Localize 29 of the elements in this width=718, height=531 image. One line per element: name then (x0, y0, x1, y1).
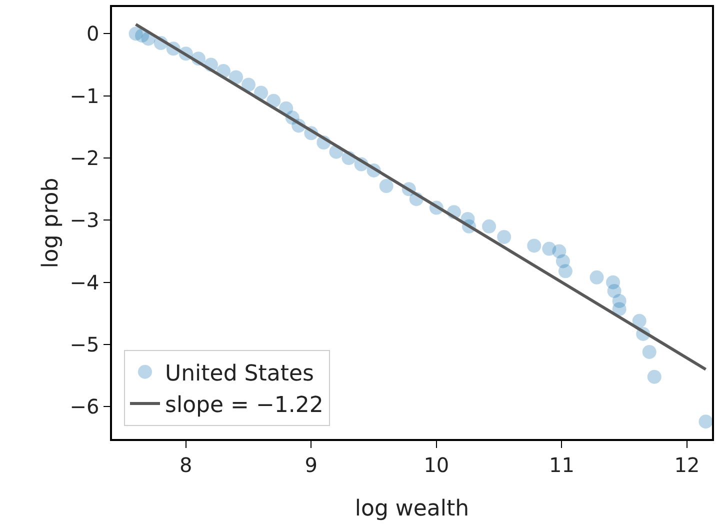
y-tick-label: −6 (70, 394, 100, 419)
y-tick-label: −3 (70, 208, 100, 232)
point (497, 230, 512, 244)
y-tick-label: −5 (70, 332, 100, 357)
y-axis-title: log prob (38, 178, 64, 268)
point (647, 370, 662, 384)
y-tick-label: −1 (70, 84, 100, 108)
point (527, 238, 542, 253)
x-tick-label: 10 (424, 452, 450, 477)
y-tick-label: 0 (86, 22, 100, 46)
x-tick-label: 12 (674, 452, 700, 477)
point (379, 179, 394, 194)
point (642, 344, 656, 359)
point (632, 314, 646, 328)
point (229, 70, 244, 84)
point (590, 270, 604, 284)
x-tick-label: 9 (304, 452, 318, 477)
point (482, 219, 496, 234)
y-tick-label: −4 (70, 270, 100, 294)
x-axis-title: log wealth (354, 496, 470, 522)
x-tick-label: 8 (180, 452, 192, 477)
point (612, 302, 626, 316)
legend-label: slope = −1.22 (165, 393, 324, 418)
legend-label: United States (165, 361, 314, 386)
point (558, 264, 572, 278)
point (698, 414, 712, 429)
x-tick-label: 11 (548, 452, 574, 477)
point (242, 78, 256, 92)
y-tick-label: −2 (70, 146, 100, 170)
